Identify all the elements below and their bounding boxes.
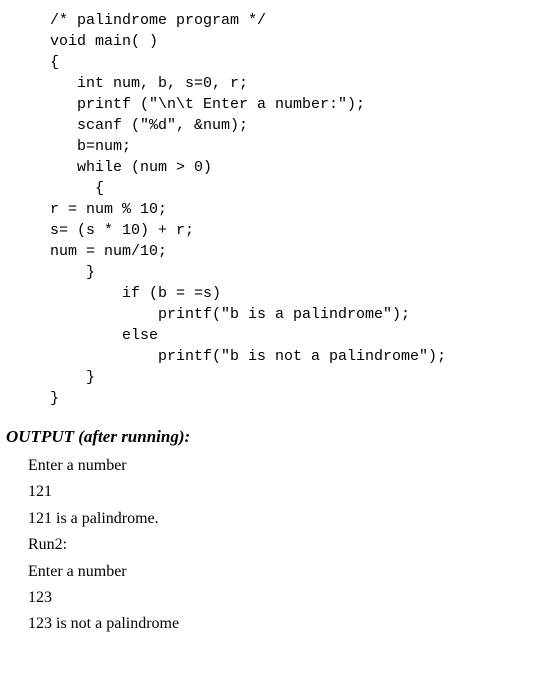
code-line: while (num > 0) xyxy=(50,159,212,176)
output-heading: OUTPUT (after running): xyxy=(6,427,549,447)
code-line: printf ("\n\t Enter a number:"); xyxy=(50,96,365,113)
code-line: /* palindrome program */ xyxy=(50,12,266,29)
code-line: b=num; xyxy=(50,138,131,155)
code-line: } xyxy=(50,390,59,407)
output-line: Enter a number xyxy=(28,559,549,585)
output-line: Run2: xyxy=(28,532,549,558)
page-root: /* palindrome program */ void main( ) { … xyxy=(0,0,549,638)
code-line: if (b = =s) xyxy=(50,285,221,302)
code-line: scanf ("%d", &num); xyxy=(50,117,248,134)
code-line: r = num % 10; xyxy=(50,201,167,218)
output-line: 123 xyxy=(28,585,549,611)
code-line: s= (s * 10) + r; xyxy=(50,222,194,239)
code-line: } xyxy=(50,369,95,386)
code-line: printf("b is not a palindrome"); xyxy=(50,348,446,365)
code-line: int num, b, s=0, r; xyxy=(50,75,248,92)
code-line: } xyxy=(50,264,95,281)
code-line: { xyxy=(50,180,104,197)
code-line: { xyxy=(50,54,59,71)
output-line: 123 is not a palindrome xyxy=(28,611,549,637)
code-line: printf("b is a palindrome"); xyxy=(50,306,410,323)
output-line: Enter a number xyxy=(28,453,549,479)
output-line: 121 is a palindrome. xyxy=(28,506,549,532)
code-line: void main( ) xyxy=(50,33,158,50)
output-block: Enter a number 121 121 is a palindrome. … xyxy=(28,453,549,638)
code-block: /* palindrome program */ void main( ) { … xyxy=(50,10,549,409)
code-line: num = num/10; xyxy=(50,243,167,260)
output-line: 121 xyxy=(28,479,549,505)
code-line: else xyxy=(50,327,158,344)
